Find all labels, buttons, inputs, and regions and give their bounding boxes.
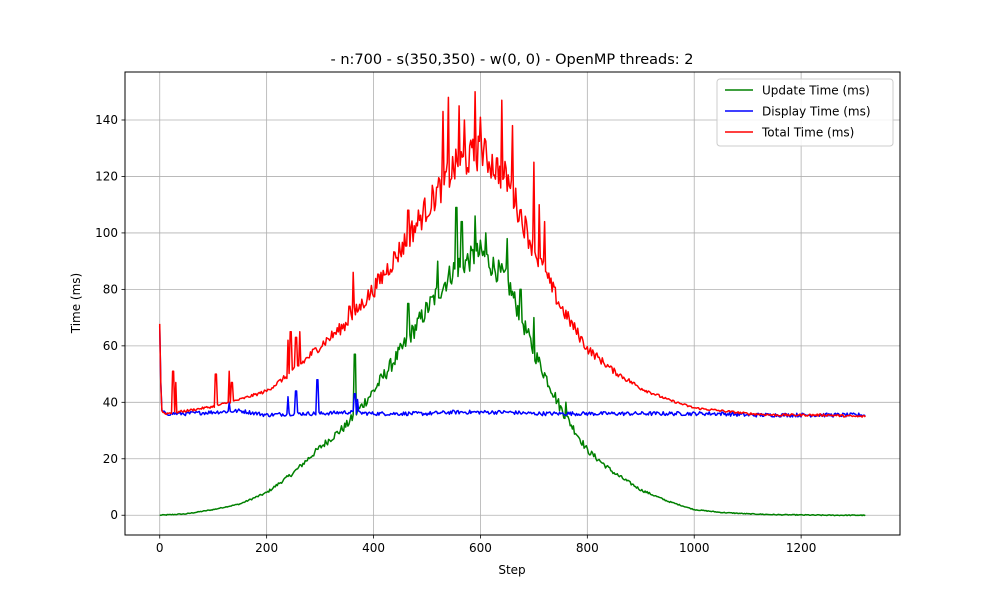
series-line-0 — [159, 206, 866, 517]
plot-frame — [124, 71, 901, 536]
x-tick-label: 0 — [156, 541, 164, 555]
y-tick-label: 40 — [103, 395, 118, 409]
axis-ticks: 0 200 400 600 800 1000 1200 0 20 40 60 80 100 120 140 — [95, 113, 816, 555]
legend: Update Time (ms) Display Time (ms) Total T… — [716, 78, 894, 147]
y-tick-label: 60 — [103, 339, 118, 353]
legend-label: Display Time (ms) — [762, 105, 871, 119]
y-tick-label: 0 — [110, 508, 118, 522]
x-tick-label: 1000 — [679, 541, 710, 555]
x-tick-label: 800 — [576, 541, 599, 555]
legend-label: Total Time (ms) — [761, 126, 854, 140]
legend-label: Update Time (ms) — [762, 84, 870, 98]
x-tick-label: 1200 — [786, 541, 817, 555]
y-tick-label: 120 — [95, 169, 118, 183]
series-lines — [158, 91, 866, 517]
y-tick-label: 140 — [95, 113, 118, 127]
series-line-2 — [158, 91, 866, 418]
x-tick-label: 200 — [255, 541, 278, 555]
y-tick-label: 80 — [103, 282, 118, 296]
x-tick-label: 400 — [362, 541, 385, 555]
x-tick-label: 600 — [469, 541, 492, 555]
x-axis-title: Step — [498, 563, 525, 577]
chart-title: - n:700 - s(350,350) - w(0, 0) - OpenMP … — [330, 52, 693, 68]
legend-box — [716, 78, 894, 147]
y-tick-label: 100 — [95, 226, 118, 240]
y-tick-label: 20 — [103, 452, 118, 466]
y-axis-title: Time (ms) — [69, 273, 83, 335]
